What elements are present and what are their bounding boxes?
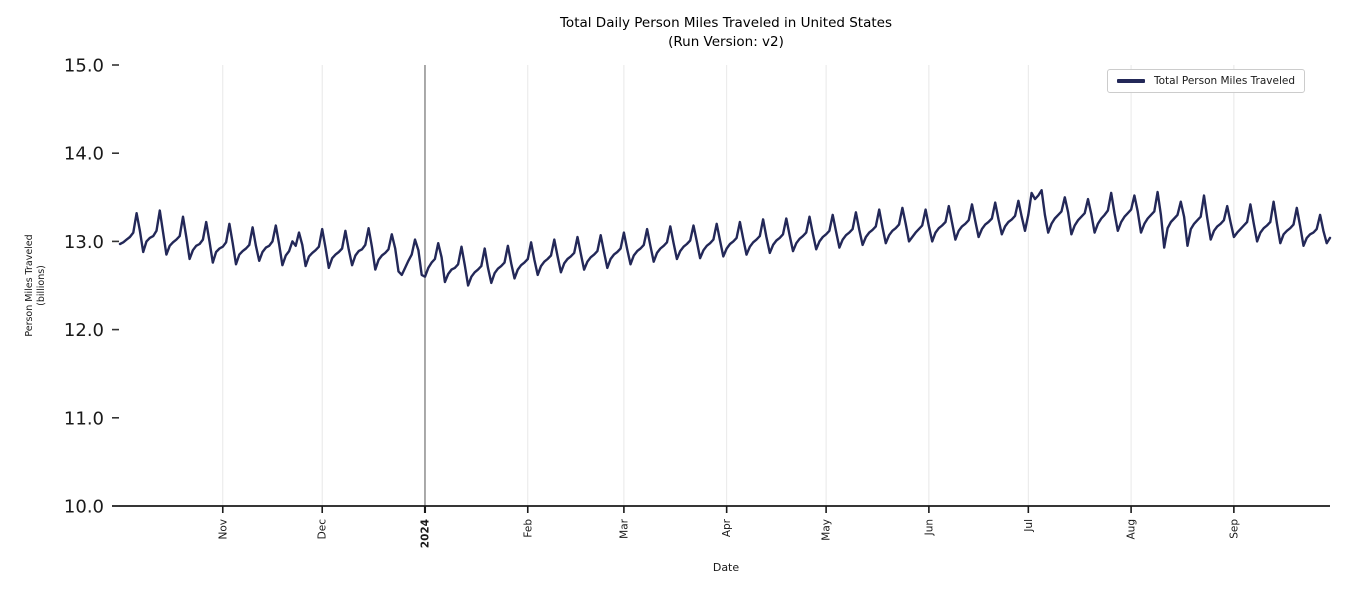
y-tick-label: 12.0 — [64, 320, 104, 341]
x-tick-label: Aug — [1126, 519, 1138, 540]
y-tick-label: 14.0 — [64, 144, 104, 165]
chart-title-block: Total Daily Person Miles Traveled in Uni… — [120, 14, 1332, 52]
x-tick-label: Jun — [923, 519, 935, 536]
y-axis-label: Person Miles Traveled — [24, 234, 35, 336]
x-tick-label: Nov — [217, 519, 229, 540]
y-tick-label: 15.0 — [64, 56, 104, 77]
y-tick-label: 13.0 — [64, 232, 104, 253]
y-axis-label-units: (billions) — [36, 265, 47, 306]
legend-line-swatch — [1117, 79, 1145, 83]
x-tick-label: Jul — [1023, 519, 1035, 533]
x-tick-label: 2024 — [419, 519, 431, 548]
x-tick-label: Apr — [721, 518, 733, 537]
chart-subtitle: (Run Version: v2) — [668, 34, 784, 50]
chart-title: Total Daily Person Miles Traveled in Uni… — [559, 15, 892, 31]
x-tick-label: Feb — [522, 519, 534, 538]
x-tick-label: Sep — [1228, 519, 1240, 539]
y-tick-label: 10.0 — [64, 497, 104, 518]
y-tick-label: 11.0 — [64, 408, 104, 429]
legend: Total Person Miles Traveled — [1107, 69, 1305, 93]
data-line-total-person-miles — [118, 188, 1332, 287]
legend-entry-label: Total Person Miles Traveled — [1154, 75, 1295, 87]
x-tick-label: Mar — [618, 518, 630, 538]
x-axis-label: Date — [712, 561, 740, 574]
x-tick-label: May — [821, 519, 833, 541]
x-tick-label: Dec — [317, 519, 329, 540]
